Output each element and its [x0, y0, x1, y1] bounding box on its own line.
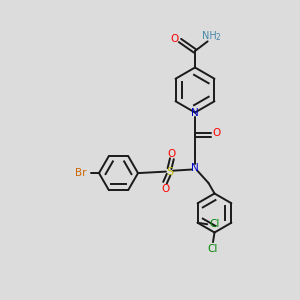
Text: 2: 2 — [216, 33, 220, 42]
Text: N: N — [191, 107, 199, 118]
Text: O: O — [161, 184, 170, 194]
Text: N: N — [191, 163, 199, 173]
Text: NH: NH — [202, 31, 217, 41]
Text: O: O — [168, 148, 176, 159]
Text: O: O — [170, 34, 179, 44]
Text: Cl: Cl — [207, 244, 218, 254]
Text: O: O — [212, 128, 221, 139]
Text: Br: Br — [75, 168, 87, 178]
Text: Cl: Cl — [209, 219, 219, 229]
Text: S: S — [166, 167, 173, 177]
